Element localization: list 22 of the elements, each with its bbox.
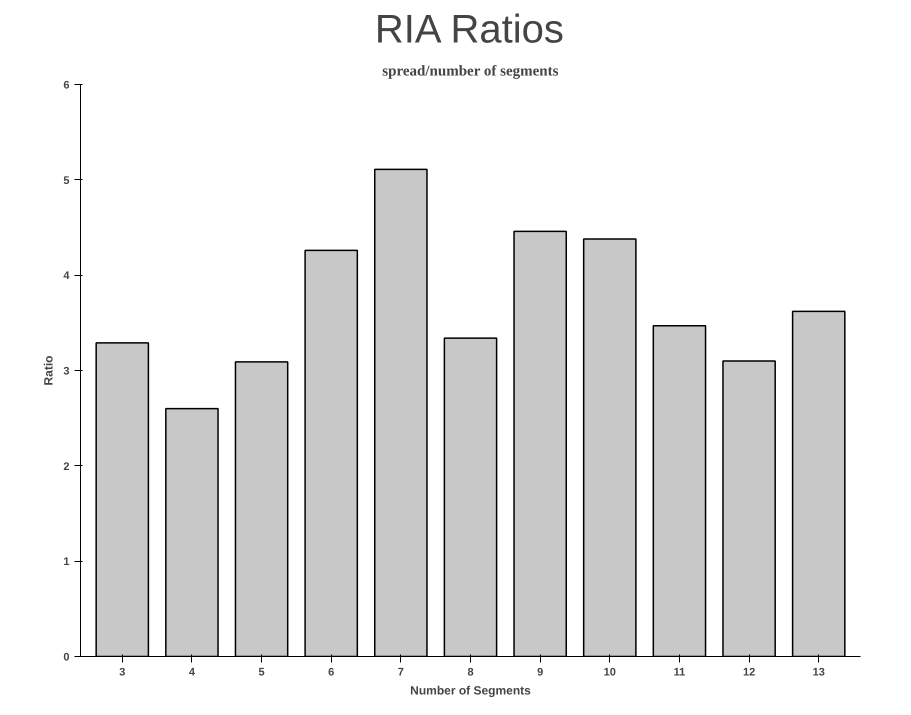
x-tick-label: 6 bbox=[328, 666, 334, 678]
y-tick-label: 6 bbox=[63, 80, 70, 92]
x-tick-label: 10 bbox=[604, 666, 616, 678]
y-axis-title: Ratio bbox=[41, 356, 56, 386]
x-tick-label: 9 bbox=[537, 666, 544, 678]
x-tick-label: 13 bbox=[812, 666, 825, 678]
y-tick-label: 4 bbox=[63, 270, 70, 282]
x-tick-label: 11 bbox=[674, 666, 686, 678]
x-tick-label: 3 bbox=[119, 666, 126, 678]
chart-subtitle: spread/number of segments bbox=[382, 64, 559, 80]
y-tick-label: 5 bbox=[63, 174, 70, 187]
y-tick-label: 3 bbox=[63, 366, 70, 378]
x-tick-label: 8 bbox=[467, 666, 474, 678]
x-tick-label: 5 bbox=[258, 666, 265, 678]
chart-title: RIA Ratios bbox=[374, 8, 564, 52]
x-axis-title: Number of Segments bbox=[410, 684, 532, 698]
y-tick-label: 0 bbox=[63, 652, 70, 664]
y-tick-label: 2 bbox=[63, 460, 70, 473]
y-tick-label: 1 bbox=[63, 556, 70, 568]
x-tick-label: 4 bbox=[188, 666, 196, 678]
x-tick-label: 7 bbox=[398, 666, 404, 678]
x-tick-label: 12 bbox=[742, 666, 756, 678]
